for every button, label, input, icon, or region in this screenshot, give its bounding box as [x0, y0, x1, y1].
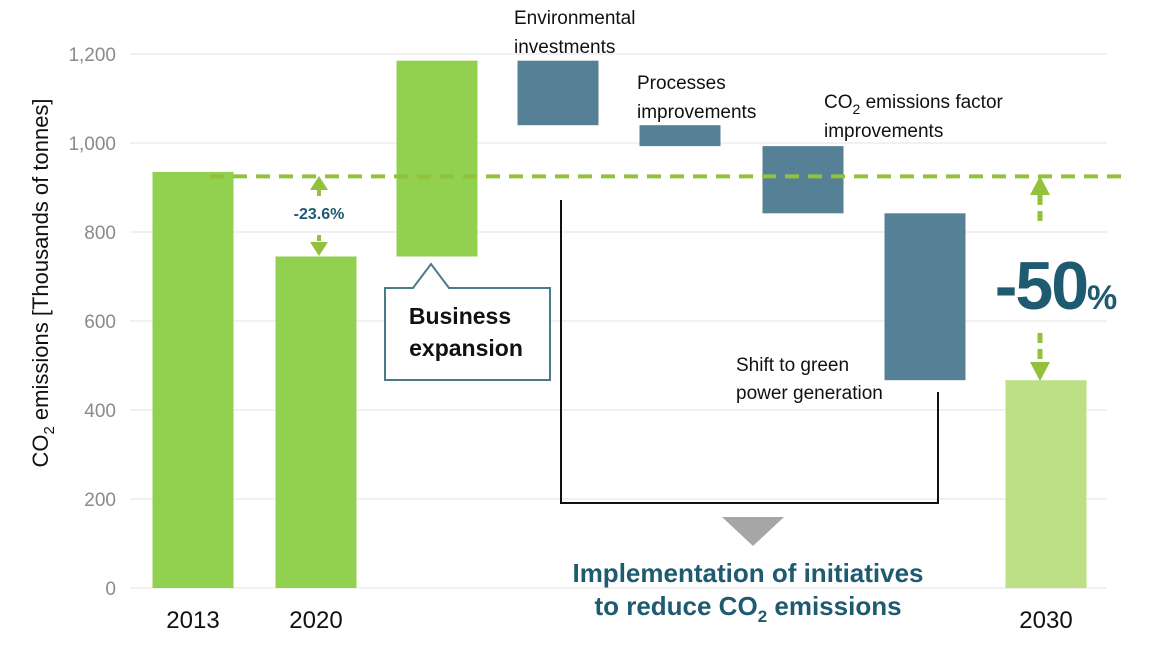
co2-factor-label-1: CO2 emissions factor: [824, 92, 1004, 117]
bar: [1005, 380, 1087, 588]
env-investments-label-2: investments: [514, 37, 615, 58]
y-tick-label: 400: [84, 401, 116, 422]
bar: [884, 213, 966, 381]
svg-text:Business: Business: [409, 303, 511, 329]
env-investments-label-1: Environmental: [514, 8, 635, 29]
business-expansion-callout: Business expansion: [384, 262, 551, 381]
bar: [639, 125, 721, 147]
bar: [517, 60, 599, 126]
y-tick-label: 0: [105, 579, 116, 600]
category-label: 2020: [289, 607, 342, 634]
y-tick-label: 1,200: [68, 45, 116, 66]
y-tick-label: 600: [84, 312, 116, 333]
bar: [396, 60, 478, 257]
bar: [275, 256, 357, 588]
co2-factor-label-2: improvements: [824, 121, 943, 142]
initiatives-bracket: [560, 200, 939, 504]
change-2020-label: -23.6%: [294, 206, 345, 223]
category-label: 2030: [1019, 607, 1072, 634]
target-reduction-label: -50%: [995, 248, 1118, 324]
bar: [152, 171, 234, 589]
change-2020-arrow: [310, 176, 328, 256]
down-triangle-icon: [722, 517, 784, 546]
bar: [762, 146, 844, 214]
y-tick-labels: 0 200 400 600 800 1,000 1,200: [68, 45, 116, 600]
category-label: 2013: [166, 607, 219, 634]
process-label-2: improvements: [637, 102, 756, 123]
bars-group: [152, 60, 1087, 589]
y-tick-label: 200: [84, 490, 116, 511]
y-tick-label: 800: [84, 223, 116, 244]
green-power-label-2: power generation: [736, 383, 883, 404]
implementation-label-2: to reduce CO2 emissions: [594, 591, 901, 626]
target-arrow: [1030, 176, 1050, 381]
implementation-label-1: Implementation of initiatives: [572, 558, 923, 588]
y-tick-label: 1,000: [68, 134, 116, 155]
svg-text:expansion: expansion: [409, 335, 523, 361]
process-label-1: Processes: [637, 73, 726, 94]
green-power-label-1: Shift to green: [736, 355, 849, 376]
y-axis-title: CO2 emissions [Thousands of tonnes]: [28, 98, 58, 467]
category-labels: 2013 2020 2030: [166, 607, 1072, 634]
